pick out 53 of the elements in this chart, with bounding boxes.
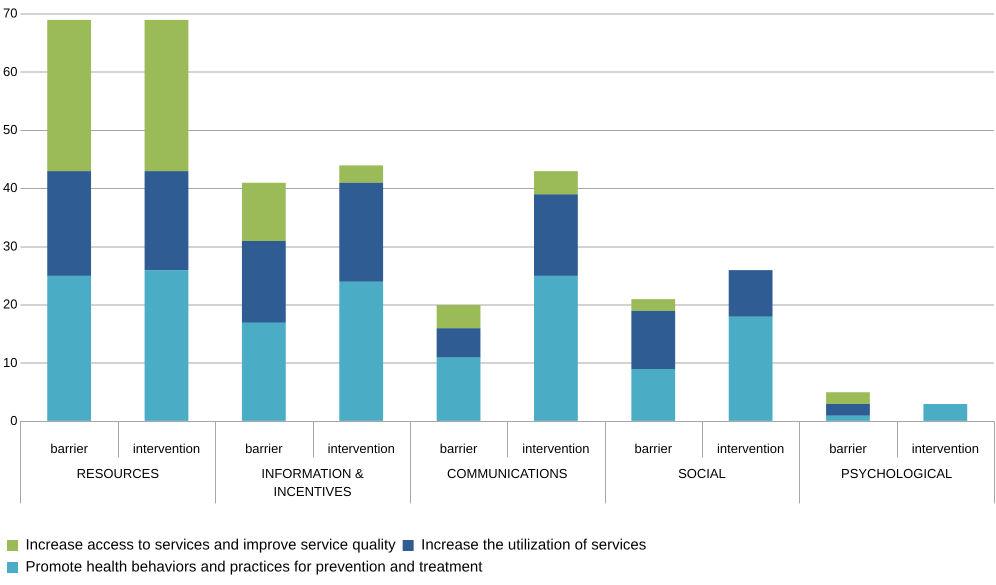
bar	[242, 182, 286, 241]
y-tick-label: 70	[2, 6, 18, 21]
bar	[339, 282, 384, 421]
bar	[144, 270, 188, 421]
bar	[728, 270, 773, 317]
bar	[47, 20, 92, 172]
bar	[436, 357, 480, 421]
bar	[826, 416, 870, 421]
bar	[242, 322, 286, 421]
text: PSYCHOLOGICAL	[841, 466, 952, 481]
y-tick-label: 60	[2, 64, 18, 79]
y-tick-label: 50	[2, 122, 18, 137]
bar	[436, 305, 480, 328]
y-tick-label: 20	[2, 296, 18, 312]
bar	[339, 165, 384, 183]
x-tick-label: barrier	[245, 440, 284, 456]
x-tick-label: barrier	[829, 440, 868, 456]
legend-label: Increase the utilization of services	[421, 536, 646, 554]
legend-label: Promote health behaviors and practices for prevention and treatment	[26, 558, 484, 576]
bar	[436, 328, 480, 358]
x-tick-label: barrier	[440, 440, 478, 456]
bar	[339, 182, 384, 282]
text: COMMUNICATIONS	[447, 466, 568, 481]
y-tick-label: 10	[2, 354, 18, 370]
bar	[826, 392, 870, 404]
x-tick-label: barrier	[50, 440, 89, 456]
x-tick-label: intervention	[132, 440, 200, 456]
text: RESOURCES	[76, 466, 160, 481]
y-tick-label: 40	[2, 180, 18, 196]
bar	[826, 404, 870, 416]
bar	[144, 20, 188, 172]
bar	[242, 240, 286, 322]
bar	[728, 316, 773, 421]
x-tick-label: intervention	[328, 440, 395, 456]
bar	[631, 310, 676, 370]
x-tick-label: intervention	[522, 440, 590, 456]
bar	[144, 171, 188, 270]
x-tick-label: intervention	[717, 440, 784, 456]
bar	[923, 404, 968, 421]
bar	[534, 276, 578, 421]
bar	[534, 171, 578, 194]
bar	[47, 276, 92, 421]
bar	[534, 194, 578, 276]
x-tick-label: barrier	[634, 440, 673, 456]
y-tick-label: 0	[10, 412, 18, 428]
bar	[631, 299, 676, 311]
bar	[631, 369, 676, 421]
text: INFORMATION & INCENTIVES	[261, 466, 364, 499]
x-tick-label: intervention	[912, 440, 979, 456]
bar	[47, 171, 92, 276]
legend-label: Increase access to services and improve service quality	[26, 536, 396, 554]
text: SOCIAL	[678, 466, 726, 481]
y-tick-label: 30	[2, 238, 18, 254]
